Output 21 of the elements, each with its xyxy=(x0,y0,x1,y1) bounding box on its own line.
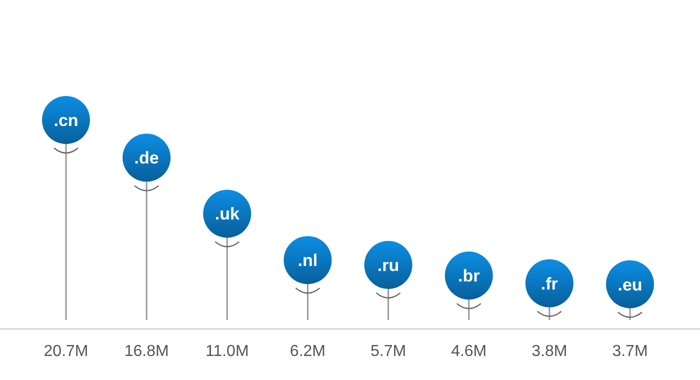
data-label: 20.7M xyxy=(44,343,88,360)
x-tick-label: .cn xyxy=(54,111,78,130)
data-label: 3.7M xyxy=(612,343,648,360)
point xyxy=(606,260,654,308)
data-label: 4.6M xyxy=(451,343,487,360)
point xyxy=(284,236,332,284)
point xyxy=(364,240,412,289)
point xyxy=(525,259,574,308)
data-label: 3.8M xyxy=(532,343,568,360)
data-label: 6.2M xyxy=(290,343,326,360)
point xyxy=(42,96,90,144)
data-label: 16.8M xyxy=(124,343,169,360)
x-tick-label: .eu xyxy=(618,275,642,294)
x-tick-label: .ru xyxy=(377,256,400,275)
x-tick-label: .br xyxy=(458,266,480,286)
x-tick-label: .nl xyxy=(298,251,318,270)
x-tick-label: .fr xyxy=(540,274,558,294)
x-tick-label: .de xyxy=(134,148,159,168)
data-label: 5.7M xyxy=(370,343,406,360)
data-label: 11.0M xyxy=(206,343,249,360)
x-tick-label: .uk xyxy=(214,204,240,224)
